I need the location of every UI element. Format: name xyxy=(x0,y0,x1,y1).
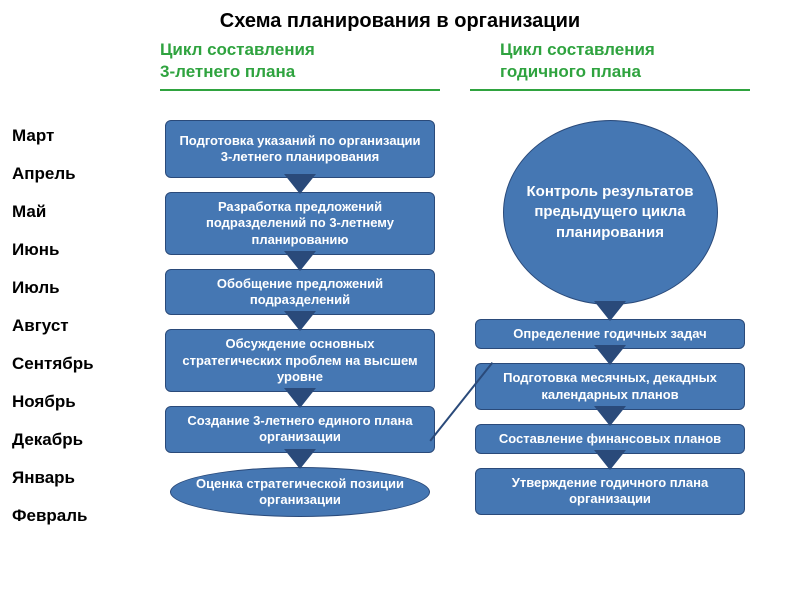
flow-arrow-icon xyxy=(286,313,314,331)
flow-node: Подготовка указаний по организации 3-лет… xyxy=(165,120,435,178)
divider-left xyxy=(160,89,440,91)
flow-arrow-icon xyxy=(596,408,624,426)
divider-row xyxy=(0,89,800,91)
flow-node: Обсуждение основных стратегических пробл… xyxy=(165,329,435,392)
flow-arrow-icon xyxy=(596,452,624,470)
month-label: Март xyxy=(12,126,94,146)
right-flow-column: Контроль результатов предыдущего цикла п… xyxy=(470,120,750,515)
flow-arrow-icon xyxy=(286,390,314,408)
subtitle-left: Цикл составления 3-летнего плана xyxy=(160,39,460,83)
flow-node: Утверждение годичного плана организации xyxy=(475,468,745,515)
month-label: Июль xyxy=(12,278,94,298)
left-flow-column: Подготовка указаний по организации 3-лет… xyxy=(160,120,440,517)
flow-arrow-icon xyxy=(286,253,314,271)
months-column: Март Апрель Май Июнь Июль Август Сентябрь Ноябр… xyxy=(12,126,94,526)
flow-arrow-icon xyxy=(286,451,314,469)
subtitles-row: Цикл составления 3-летнего плана Цикл со… xyxy=(0,39,800,83)
flow-arrow-icon xyxy=(596,347,624,365)
month-label: Ноябрь xyxy=(12,392,94,412)
subtitle-right-line2: годичного плана xyxy=(500,61,740,83)
month-label: Май xyxy=(12,202,94,222)
flow-node: Разработка предложений подразделений по … xyxy=(165,192,435,255)
month-label: Июнь xyxy=(12,240,94,260)
subtitle-right-line1: Цикл составления xyxy=(500,39,740,61)
flow-node: Оценка стратегической позиции организаци… xyxy=(170,467,430,517)
month-label: Апрель xyxy=(12,164,94,184)
subtitle-right: Цикл составления годичного плана xyxy=(460,39,740,83)
month-label: Сентябрь xyxy=(12,354,94,374)
divider-right xyxy=(470,89,750,91)
main-title: Схема планирования в организации xyxy=(0,0,800,39)
month-label: Январь xyxy=(12,468,94,488)
month-label: Февраль xyxy=(12,506,94,526)
flow-node: Обобщение предложений подразделений xyxy=(165,269,435,316)
flow-arrow-icon xyxy=(286,176,314,194)
flow-arrow-icon xyxy=(596,303,624,321)
flow-node: Контроль результатов предыдущего цикла п… xyxy=(503,120,718,305)
subtitle-left-line2: 3-летнего плана xyxy=(160,61,460,83)
month-label: Август xyxy=(12,316,94,336)
flow-node: Подготовка месячных, декадных календарны… xyxy=(475,363,745,410)
subtitle-left-line1: Цикл составления xyxy=(160,39,460,61)
flow-node: Создание 3-летнего единого плана организ… xyxy=(165,406,435,453)
month-label: Декабрь xyxy=(12,430,94,450)
